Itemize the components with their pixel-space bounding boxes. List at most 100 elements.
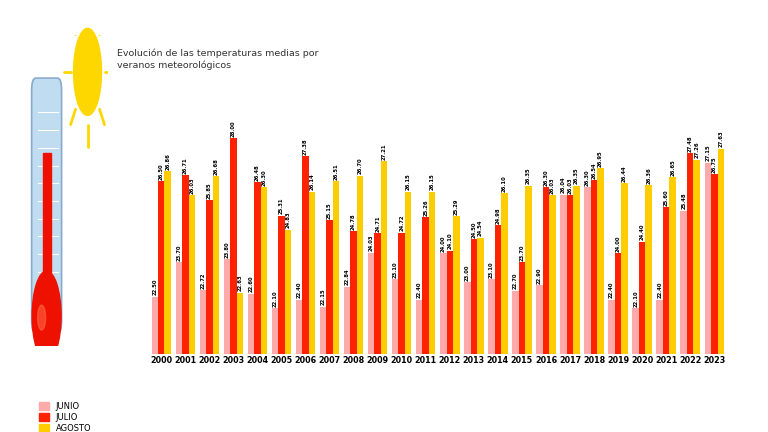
Text: 27.26: 27.26 — [694, 142, 699, 158]
Bar — [405, 191, 412, 432]
Text: 26.03: 26.03 — [189, 177, 194, 194]
Bar — [512, 291, 518, 432]
Text: 26.35: 26.35 — [526, 168, 531, 184]
Text: 23.70: 23.70 — [519, 244, 525, 260]
Text: 23.00: 23.00 — [465, 264, 470, 281]
Bar — [477, 238, 484, 432]
Bar — [687, 153, 694, 432]
Text: 22.40: 22.40 — [609, 282, 614, 298]
Text: 25.48: 25.48 — [681, 193, 687, 210]
Bar — [213, 176, 219, 432]
Bar — [182, 175, 188, 432]
Text: 22.15: 22.15 — [320, 289, 326, 305]
Text: 24.10: 24.10 — [447, 232, 452, 249]
Text: 22.90: 22.90 — [537, 267, 542, 284]
Bar — [188, 195, 195, 432]
Text: 26.51: 26.51 — [333, 163, 339, 180]
Text: 24.78: 24.78 — [351, 213, 356, 229]
Bar — [42, 153, 51, 314]
Circle shape — [32, 271, 61, 361]
Text: 22.63: 22.63 — [237, 275, 243, 292]
Circle shape — [38, 305, 45, 330]
Text: 23.10: 23.10 — [392, 261, 398, 278]
Bar — [663, 207, 670, 432]
Bar — [615, 254, 621, 432]
Bar — [561, 195, 567, 432]
Bar — [657, 299, 663, 432]
Bar — [453, 216, 459, 432]
Text: 22.10: 22.10 — [273, 290, 277, 307]
Text: 25.60: 25.60 — [664, 189, 669, 206]
Text: 26.50: 26.50 — [159, 163, 164, 180]
Text: 22.70: 22.70 — [513, 273, 518, 289]
Text: 26.36: 26.36 — [646, 167, 651, 184]
Text: 26.35: 26.35 — [574, 168, 579, 184]
Bar — [333, 181, 339, 432]
Bar — [471, 239, 477, 432]
Bar — [621, 183, 627, 432]
Text: 26.95: 26.95 — [598, 150, 603, 167]
Bar — [200, 290, 206, 432]
Bar — [416, 299, 422, 432]
Bar — [645, 185, 652, 432]
Text: 23.70: 23.70 — [177, 244, 181, 260]
Bar — [381, 161, 387, 432]
Bar — [206, 200, 213, 432]
Bar — [464, 282, 471, 432]
Text: 22.60: 22.60 — [248, 276, 253, 292]
Bar — [272, 308, 278, 432]
Text: 26.30: 26.30 — [585, 169, 590, 186]
Bar — [254, 182, 260, 432]
Text: 22.72: 22.72 — [200, 272, 205, 289]
Text: 26.10: 26.10 — [502, 175, 507, 191]
Text: 26.71: 26.71 — [183, 157, 188, 174]
Text: 26.15: 26.15 — [430, 173, 435, 190]
Bar — [694, 159, 700, 432]
Text: 24.03: 24.03 — [369, 235, 374, 251]
Text: 24.54: 24.54 — [478, 220, 483, 236]
Text: 22.40: 22.40 — [417, 282, 422, 298]
Bar — [446, 251, 453, 432]
Bar — [248, 294, 254, 432]
Bar — [573, 186, 580, 432]
Text: 26.44: 26.44 — [622, 165, 627, 182]
Text: 22.84: 22.84 — [345, 269, 349, 286]
Bar — [309, 192, 315, 432]
Bar — [151, 297, 158, 432]
Bar — [223, 259, 230, 432]
Text: 23.10: 23.10 — [489, 261, 494, 278]
Text: 22.40: 22.40 — [296, 282, 302, 298]
Bar — [584, 187, 591, 432]
Bar — [670, 177, 676, 432]
Bar — [525, 186, 531, 432]
Text: 27.63: 27.63 — [718, 131, 723, 147]
Bar — [278, 216, 285, 432]
Bar — [639, 242, 645, 432]
Text: 25.26: 25.26 — [423, 199, 429, 216]
Text: 27.38: 27.38 — [303, 138, 308, 155]
Text: 26.54: 26.54 — [591, 162, 597, 179]
Bar — [375, 233, 381, 432]
Bar — [608, 299, 615, 432]
Bar — [368, 253, 375, 432]
Text: 22.10: 22.10 — [633, 290, 638, 307]
Text: 22.40: 22.40 — [657, 282, 662, 298]
Bar — [536, 285, 543, 432]
Text: 25.29: 25.29 — [454, 198, 458, 215]
Bar — [422, 217, 429, 432]
Text: 26.75: 26.75 — [712, 156, 717, 173]
Bar — [164, 171, 171, 432]
Bar — [303, 156, 309, 432]
Bar — [717, 149, 724, 432]
Bar — [357, 176, 363, 432]
Bar — [319, 307, 326, 432]
Text: 26.03: 26.03 — [568, 177, 572, 194]
Bar — [230, 138, 237, 432]
Bar — [501, 193, 508, 432]
Legend: JUNIO, JULIO, AGOSTO: JUNIO, JULIO, AGOSTO — [39, 402, 91, 432]
Bar — [296, 299, 303, 432]
Text: 26.70: 26.70 — [358, 158, 362, 174]
Bar — [350, 231, 357, 432]
Bar — [591, 180, 598, 432]
Text: 26.30: 26.30 — [261, 169, 266, 186]
